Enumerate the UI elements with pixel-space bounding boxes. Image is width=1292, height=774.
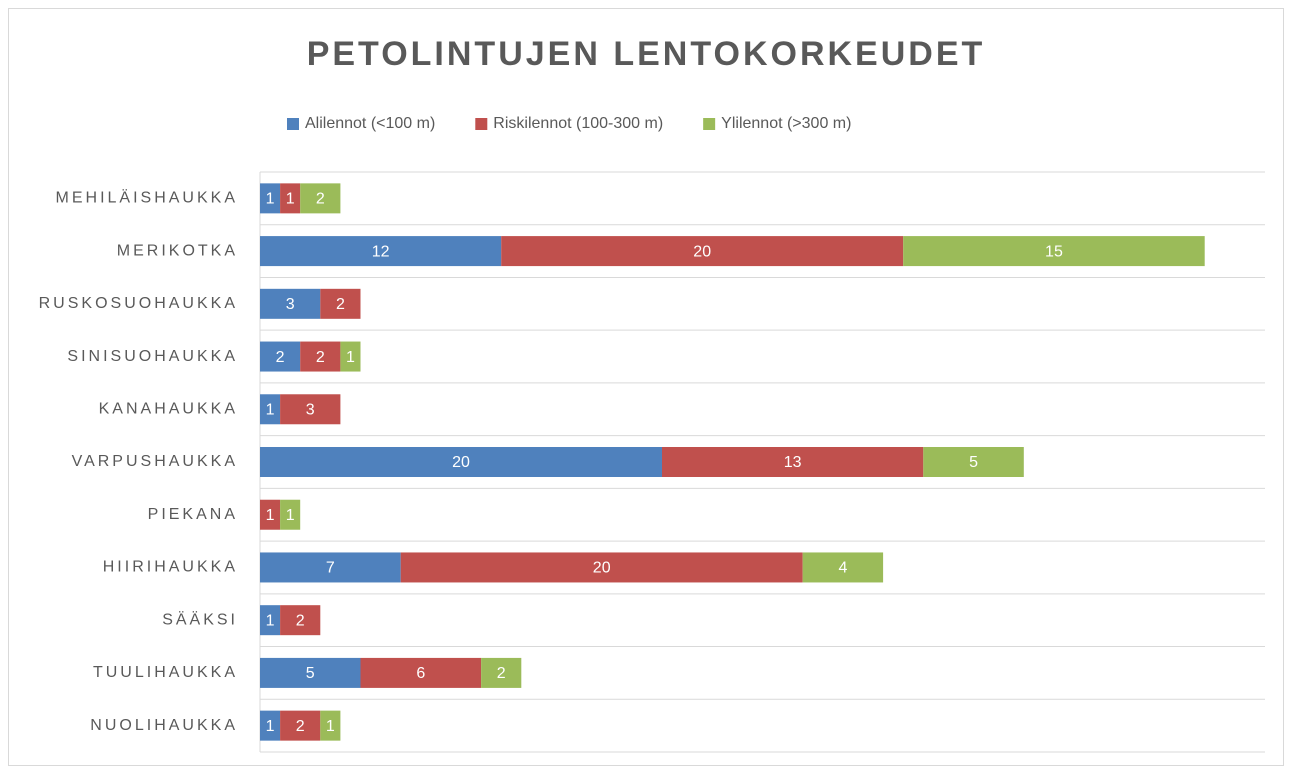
- legend-swatch: [703, 118, 716, 130]
- y-tick-label: RUSKOSUOHAUKKA: [39, 295, 238, 312]
- data-label: 13: [784, 454, 802, 471]
- bar-segment: [280, 394, 341, 425]
- y-tick-label: KANAHAUKKA: [99, 400, 238, 417]
- data-label: 5: [306, 665, 315, 682]
- data-label: 12: [372, 243, 390, 260]
- y-tick-label: HIIRIHAUKKA: [103, 559, 238, 576]
- data-label: 3: [306, 401, 315, 418]
- bar-segment: [260, 499, 281, 530]
- legend-swatch: [287, 118, 299, 130]
- data-label: 1: [266, 718, 275, 735]
- bar-segment: [481, 657, 522, 688]
- data-label: 1: [286, 507, 295, 524]
- bar-segment: [260, 657, 361, 688]
- y-tick-label: MERIKOTKA: [117, 242, 238, 259]
- data-label: 5: [969, 454, 978, 471]
- y-tick-label: MEHILÄISHAUKKA: [56, 189, 238, 207]
- y-tick-label: TUULIHAUKKA: [93, 664, 238, 681]
- bar-segment: [400, 552, 803, 583]
- chart-border: [8, 8, 1284, 766]
- legend-label: Alilennot (<100 m): [305, 115, 435, 132]
- data-label: 2: [316, 349, 325, 366]
- bar-segment: [260, 394, 281, 425]
- bar-segment: [260, 236, 502, 267]
- bar-segment: [340, 341, 361, 372]
- bar-segment: [280, 605, 321, 636]
- data-label: 20: [693, 243, 711, 260]
- bar-segment: [903, 236, 1205, 267]
- data-label: 15: [1045, 243, 1063, 260]
- bar-segment: [501, 236, 904, 267]
- data-label: 1: [266, 507, 275, 524]
- data-label: 7: [326, 560, 335, 577]
- bar-segment: [260, 605, 281, 636]
- legend-label: Ylilennot (>300 m): [721, 115, 851, 132]
- bar-segment: [260, 183, 281, 214]
- bar-segment: [320, 288, 361, 319]
- data-label: 1: [286, 191, 295, 208]
- data-label: 2: [497, 665, 506, 682]
- y-tick-label: NUOLIHAUKKA: [90, 717, 238, 734]
- y-tick-label: VARPUSHAUKKA: [72, 453, 238, 470]
- data-label: 4: [838, 560, 847, 577]
- data-label: 1: [266, 191, 275, 208]
- data-label: 2: [316, 191, 325, 208]
- data-label: 2: [296, 718, 305, 735]
- data-label: 2: [276, 349, 285, 366]
- bar-segment: [802, 552, 884, 583]
- data-label: 2: [296, 612, 305, 629]
- bar-segment: [260, 552, 401, 583]
- bar-segment: [260, 447, 662, 477]
- legend-label: Riskilennot (100-300 m): [493, 115, 663, 132]
- bar-segment: [320, 710, 341, 741]
- data-label: 20: [593, 560, 611, 577]
- bar-segment: [260, 341, 301, 372]
- data-label: 1: [266, 401, 275, 418]
- data-label: 3: [286, 296, 295, 313]
- bar-segment: [300, 183, 341, 214]
- data-label: 2: [336, 296, 345, 313]
- data-label: 6: [416, 665, 425, 682]
- data-label: 1: [326, 718, 335, 735]
- bar-segment: [360, 657, 482, 688]
- bar-segment: [260, 710, 281, 741]
- legend-swatch: [475, 118, 488, 130]
- bar-segment: [280, 499, 301, 530]
- bar-segment: [280, 710, 321, 741]
- bar-segment: [260, 288, 321, 319]
- bar-segment: [300, 341, 341, 372]
- data-label: 1: [266, 612, 275, 629]
- bar-segment: [662, 447, 924, 477]
- chart-title: PETOLINTUJEN LENTOKORKEUDET: [307, 35, 986, 73]
- y-tick-label: PIEKANA: [148, 506, 238, 523]
- bar-segment: [923, 447, 1024, 477]
- y-tick-label: SINISUOHAUKKA: [67, 348, 238, 365]
- y-tick-label: SÄÄKSI: [162, 610, 238, 628]
- data-label: 20: [452, 454, 470, 471]
- bar-segment: [280, 183, 301, 214]
- data-label: 1: [346, 349, 355, 366]
